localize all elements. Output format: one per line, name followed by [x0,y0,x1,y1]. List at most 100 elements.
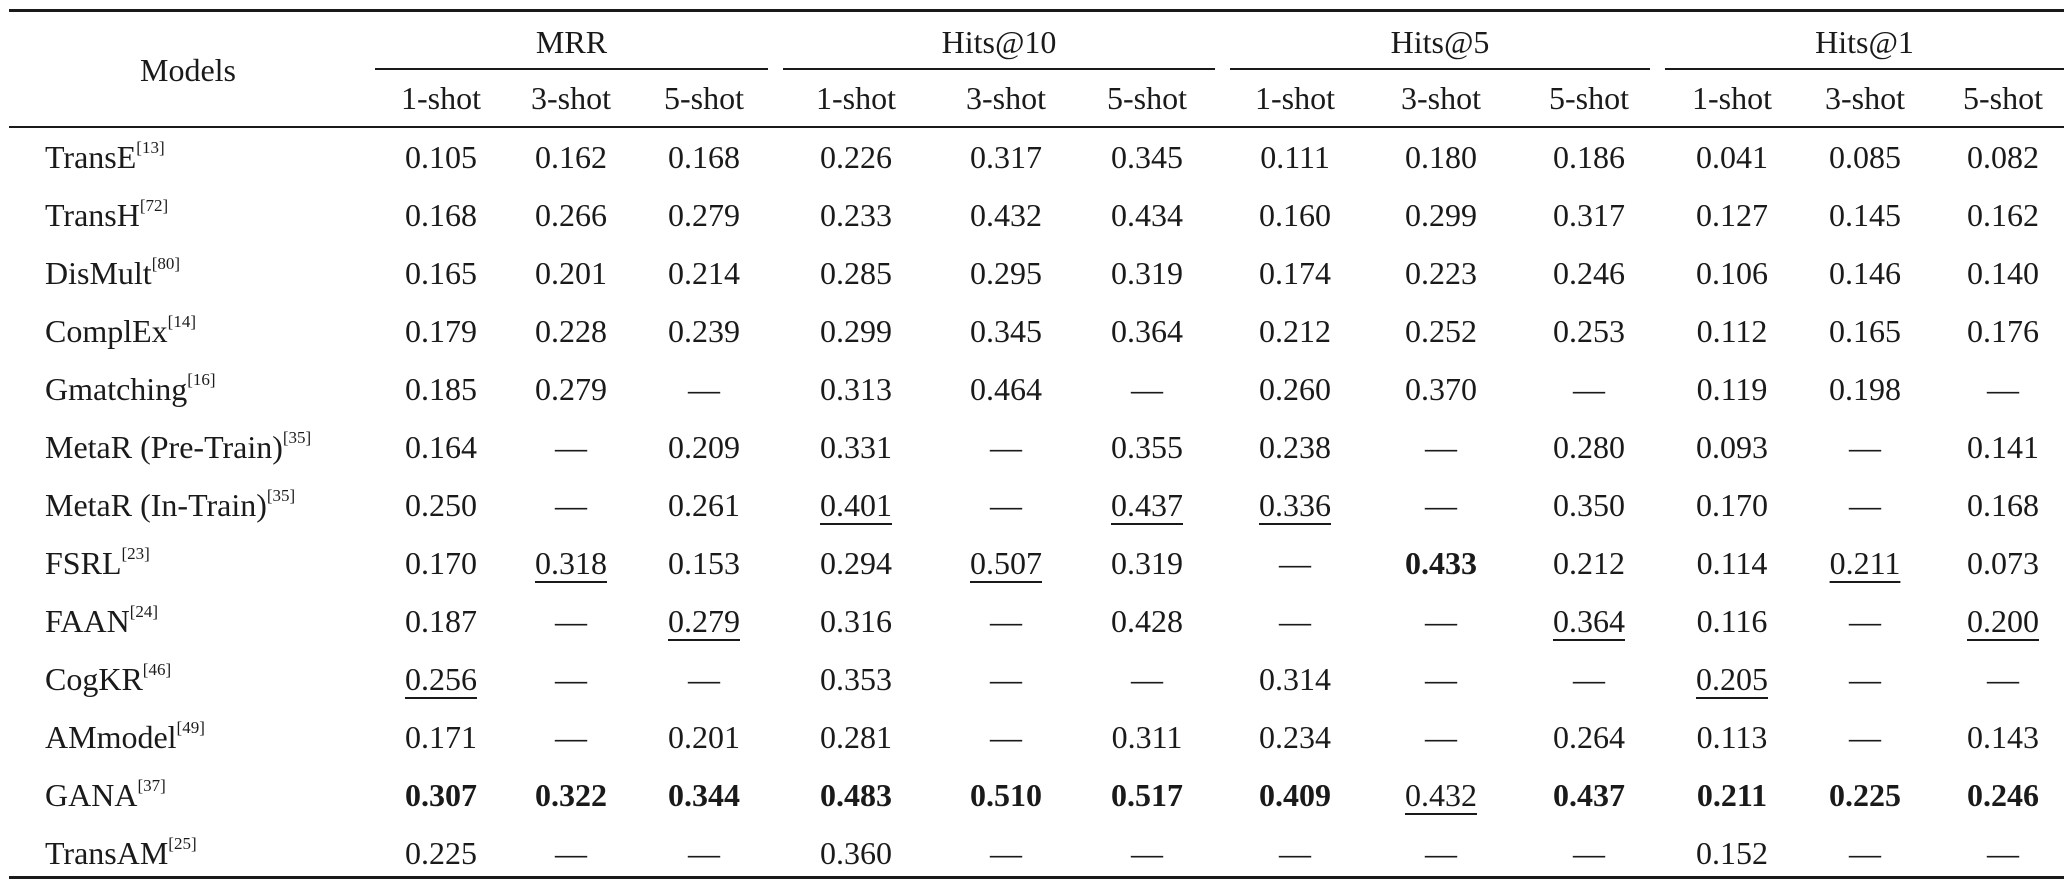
metric-value: 0.185 [366,369,516,409]
metric-value: 0.345 [1072,137,1222,177]
metric-value-text: — [688,371,720,407]
metric-value-text: 0.205 [1696,661,1768,697]
shot-subheader: 5-shot [1549,80,1629,116]
shot-subheader: 1-shot [401,80,481,116]
metric-value: 0.319 [1072,543,1222,583]
metric-value-text: 0.353 [820,661,892,697]
metric-value-text: 0.233 [820,197,892,233]
metric-value-text: 0.168 [668,139,740,175]
metric-value-text: 0.401 [820,487,892,523]
metric-value-text: — [1987,835,2019,871]
metric-value: — [1366,485,1516,525]
metric-value: 0.146 [1790,253,1940,293]
group-header-hits10: Hits@10 [941,24,1057,60]
metric-value-text: — [1425,661,1457,697]
metric-value: — [1790,485,1940,525]
metric-value: 0.153 [629,543,779,583]
metric-value: 0.119 [1657,369,1807,409]
metric-value-text: — [688,835,720,871]
metric-value: 0.212 [1514,543,1664,583]
metric-value-text: 0.225 [1829,777,1901,813]
metric-value-text: — [1425,487,1457,523]
metric-value-text: — [990,719,1022,755]
metric-value-text: 0.176 [1967,313,2039,349]
metric-value: 0.250 [366,485,516,525]
metric-value: — [1790,659,1940,699]
metric-value: 0.116 [1657,601,1807,641]
metric-value: 0.082 [1928,137,2072,177]
metric-value-text: 0.228 [535,313,607,349]
metric-value-text: 0.160 [1259,197,1331,233]
metric-value-text: — [1987,661,2019,697]
metric-value-text: 0.170 [405,545,477,581]
metric-value-text: — [1131,835,1163,871]
metric-value: 0.176 [1928,311,2072,351]
metric-value-text: 0.212 [1259,313,1331,349]
metric-value-text: — [688,661,720,697]
metric-value-text: 0.433 [1405,545,1477,581]
metric-value: — [931,659,1081,699]
metric-value: 0.205 [1657,659,1807,699]
group-rule-hits1 [1665,68,2064,70]
metric-value: 0.246 [1514,253,1664,293]
metric-value: — [1790,601,1940,641]
metric-value-text: — [1849,835,1881,871]
metric-value: — [1220,601,1370,641]
metric-value-text: 0.307 [405,777,477,813]
metric-value: 0.434 [1072,195,1222,235]
metric-value: 0.225 [1790,775,1940,815]
metric-value: 0.299 [781,311,931,351]
metric-value: 0.141 [1928,427,2072,467]
metric-value: 0.364 [1514,601,1664,641]
metric-value-text: — [1425,719,1457,755]
metric-value-text: 0.280 [1553,429,1625,465]
metric-value: 0.106 [1657,253,1807,293]
metric-value: 0.279 [496,369,646,409]
metric-value: 0.299 [1366,195,1516,235]
metric-value: — [496,717,646,757]
metric-value: — [1928,369,2072,409]
model-name-cell: ComplEx[14] [45,311,196,357]
metric-value-text: 0.318 [535,545,607,581]
model-name-cell: TransAM[25] [45,833,197,879]
shot-subheader: 5-shot [1963,80,2043,116]
metric-value: 0.112 [1657,311,1807,351]
model-name: FSRL [45,545,122,581]
metric-value: 0.295 [931,253,1081,293]
metric-value: 0.401 [781,485,931,525]
metric-value-text: 0.162 [1967,197,2039,233]
metric-value-text: 0.201 [668,719,740,755]
model-name-cell: FAAN[24] [45,601,158,647]
metric-value: 0.234 [1220,717,1370,757]
model-name: MetaR (In-Train) [45,487,267,523]
metric-value-text: — [1573,835,1605,871]
metric-value-text: — [990,603,1022,639]
metric-value-text: 0.510 [970,777,1042,813]
metric-value-text: 0.168 [405,197,477,233]
metric-value: 0.510 [931,775,1081,815]
shot-subheader: 5-shot [664,80,744,116]
metric-value-text: — [555,487,587,523]
header-bottom-rule [9,126,2064,128]
metric-value-text: 0.152 [1696,835,1768,871]
metric-value: 0.437 [1072,485,1222,525]
metric-value: — [1514,369,1664,409]
metric-value-text: 0.266 [535,197,607,233]
metric-value: — [496,601,646,641]
metric-value-text: 0.179 [405,313,477,349]
metric-value: 0.344 [629,775,779,815]
metric-value-text: — [1131,371,1163,407]
metric-value-text: 0.116 [1696,603,1768,639]
metric-value-text: 0.364 [1111,313,1183,349]
metric-value-text: 0.168 [1967,487,2039,523]
citation-ref: [24] [129,602,159,621]
metric-value-text: — [555,835,587,871]
shot-subheader: 3-shot [1401,80,1481,116]
metric-value-text: 0.313 [820,371,892,407]
metric-value-text: 0.260 [1259,371,1331,407]
metric-value-text: 0.295 [970,255,1042,291]
metric-value: 0.114 [1657,543,1807,583]
metric-value: 0.041 [1657,137,1807,177]
metric-value: 0.428 [1072,601,1222,641]
metric-value: — [1072,369,1222,409]
